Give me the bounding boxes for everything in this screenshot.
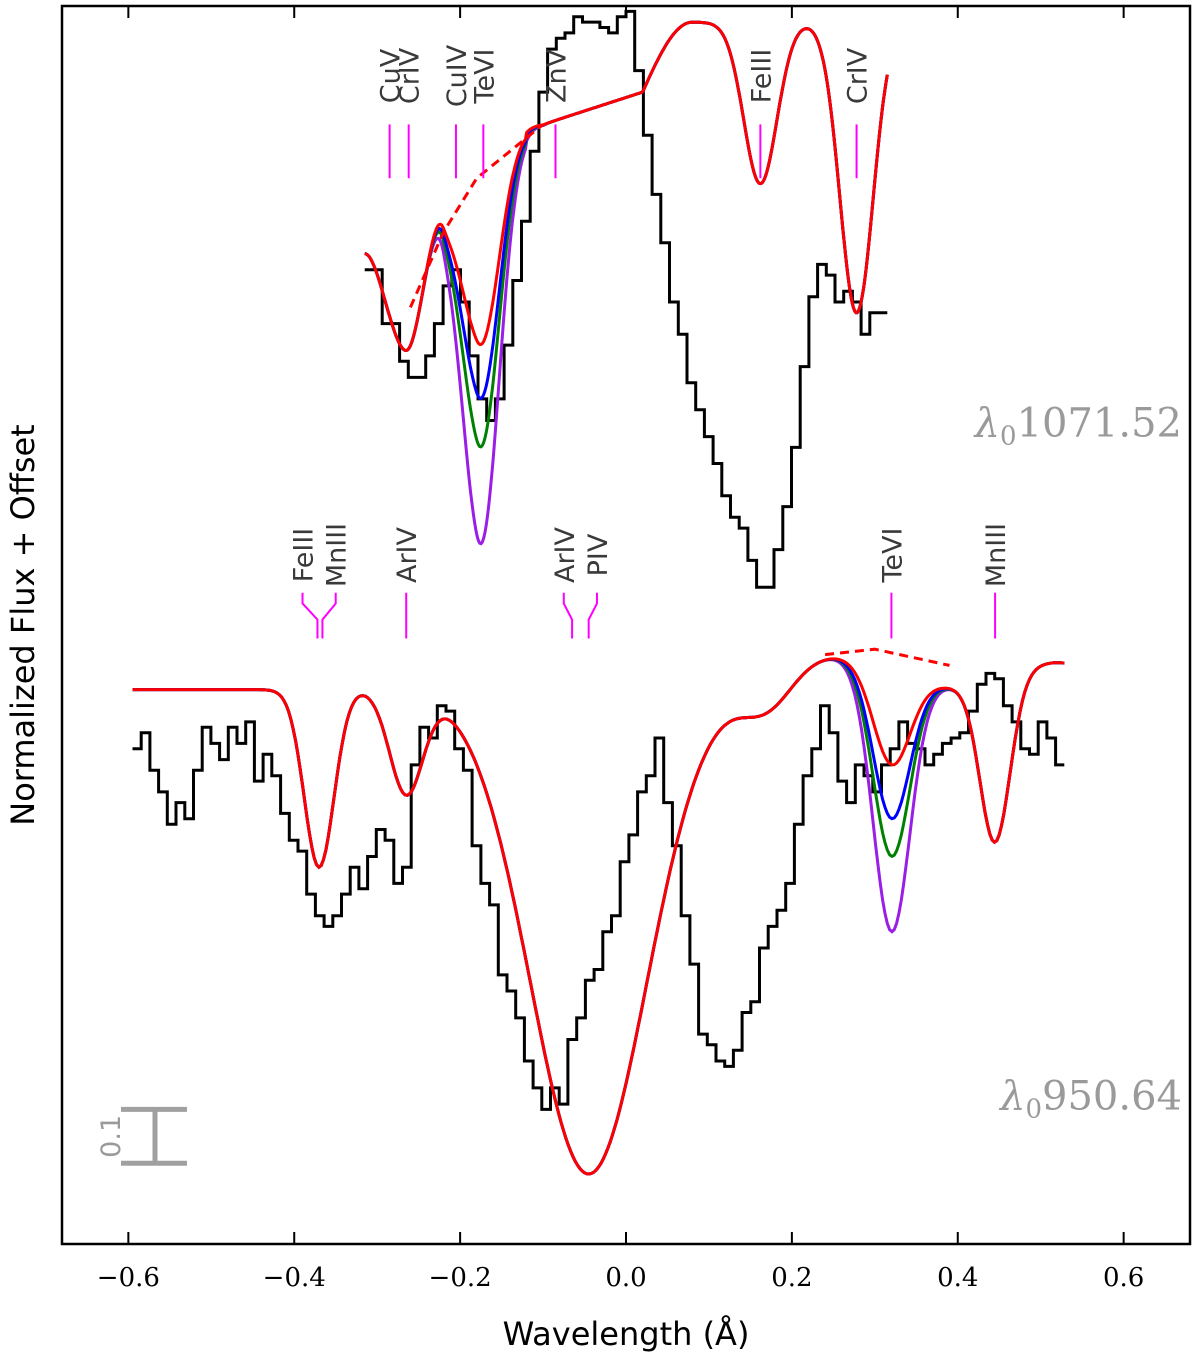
ion-marker xyxy=(587,592,598,639)
ion-markers-lower: FeIII MnIII ArIV ArIV PIV TeVI MnIII xyxy=(289,523,1012,639)
ion-label: MnIII xyxy=(322,523,353,587)
y-axis-label: Normalized Flux + Offset xyxy=(4,424,42,825)
ion-marker xyxy=(562,592,574,639)
ion-label: CuIV xyxy=(442,44,473,107)
ion-marker xyxy=(301,592,319,639)
data-histogram xyxy=(132,671,1065,1111)
x-tick-label: 0.2 xyxy=(771,1263,812,1293)
model-dashed xyxy=(824,647,950,667)
panel-label-lower: λ0950.64 xyxy=(998,1073,1182,1124)
data-histogram xyxy=(364,9,888,589)
x-tick-label: 0.0 xyxy=(605,1263,646,1293)
plot-clip xyxy=(132,9,1065,1176)
ion-label: CuV xyxy=(376,48,407,103)
panel-upper xyxy=(364,9,889,589)
scale-bar-label: 0.1 xyxy=(96,1115,127,1158)
model-curve-red xyxy=(132,657,1065,1176)
x-axis-label: Wavelength (Å) xyxy=(503,1315,750,1353)
x-tick-label: 0.6 xyxy=(1103,1263,1144,1293)
model-dashed xyxy=(409,123,545,309)
ion-label: MnIII xyxy=(981,523,1012,587)
x-tick-label: 0.4 xyxy=(937,1263,978,1293)
ion-label: CrIV xyxy=(843,47,874,104)
ion-label: TeVI xyxy=(877,528,908,584)
panel-labels: λ01071.52 λ0950.64 xyxy=(973,401,1182,1125)
ion-label: TeVI xyxy=(469,48,500,104)
model-curve-purple xyxy=(132,658,1065,1176)
ion-marker xyxy=(321,592,337,639)
axes-frame xyxy=(60,4,1192,1246)
x-tick-label: −0.6 xyxy=(97,1263,160,1293)
ion-label: ZnV xyxy=(542,48,573,103)
model-curve-red xyxy=(364,20,889,353)
panel-label-upper: λ01071.52 xyxy=(973,401,1182,452)
ion-label: FeIII xyxy=(289,528,320,583)
ion-label: ArIV xyxy=(550,527,581,584)
x-tick-label: −0.2 xyxy=(429,1263,492,1293)
panel-lower xyxy=(132,647,1065,1176)
x-axis-ticks: −0.6 −0.4 −0.2 0.0 0.2 0.4 0.6 xyxy=(97,6,1144,1293)
ion-label: FeIII xyxy=(746,49,777,104)
ion-label: PIV xyxy=(583,533,614,576)
x-tick-label: −0.4 xyxy=(263,1263,326,1293)
ion-label: CrIV xyxy=(395,47,426,104)
scale-bar: 0.1 xyxy=(96,1106,187,1166)
ion-label: ArIV xyxy=(392,527,423,584)
